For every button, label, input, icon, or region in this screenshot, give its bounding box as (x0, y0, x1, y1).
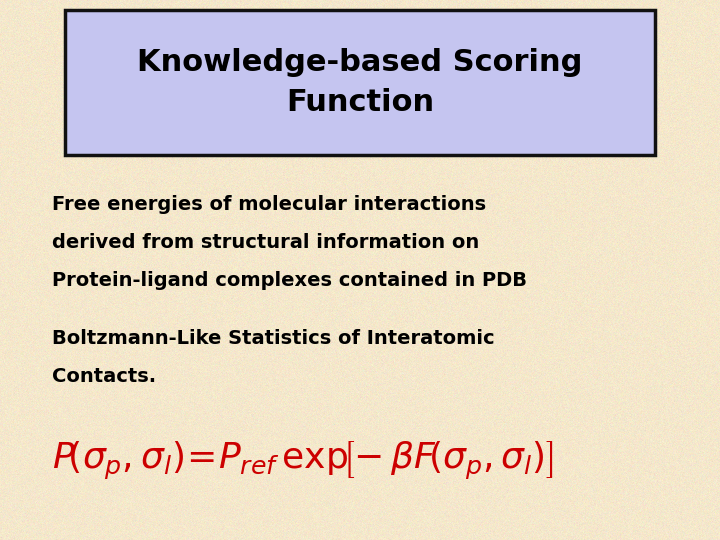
Text: $\mathit{P}\!\left(\sigma_p,\sigma_l\right)\!=\!P_{ref}\,\mathrm{exp}\!\left[-\,: $\mathit{P}\!\left(\sigma_p,\sigma_l\rig… (52, 440, 554, 482)
Text: Free energies of molecular interactions: Free energies of molecular interactions (52, 195, 486, 214)
Text: Protein-ligand complexes contained in PDB: Protein-ligand complexes contained in PD… (52, 271, 527, 290)
Bar (65, 10, 655, 155)
Text: Boltzmann-Like Statistics of Interatomic: Boltzmann-Like Statistics of Interatomic (52, 329, 495, 348)
Text: Knowledge-based Scoring
Function: Knowledge-based Scoring Function (138, 48, 582, 117)
Text: Contacts.: Contacts. (52, 367, 156, 386)
Text: derived from structural information on: derived from structural information on (52, 233, 480, 252)
